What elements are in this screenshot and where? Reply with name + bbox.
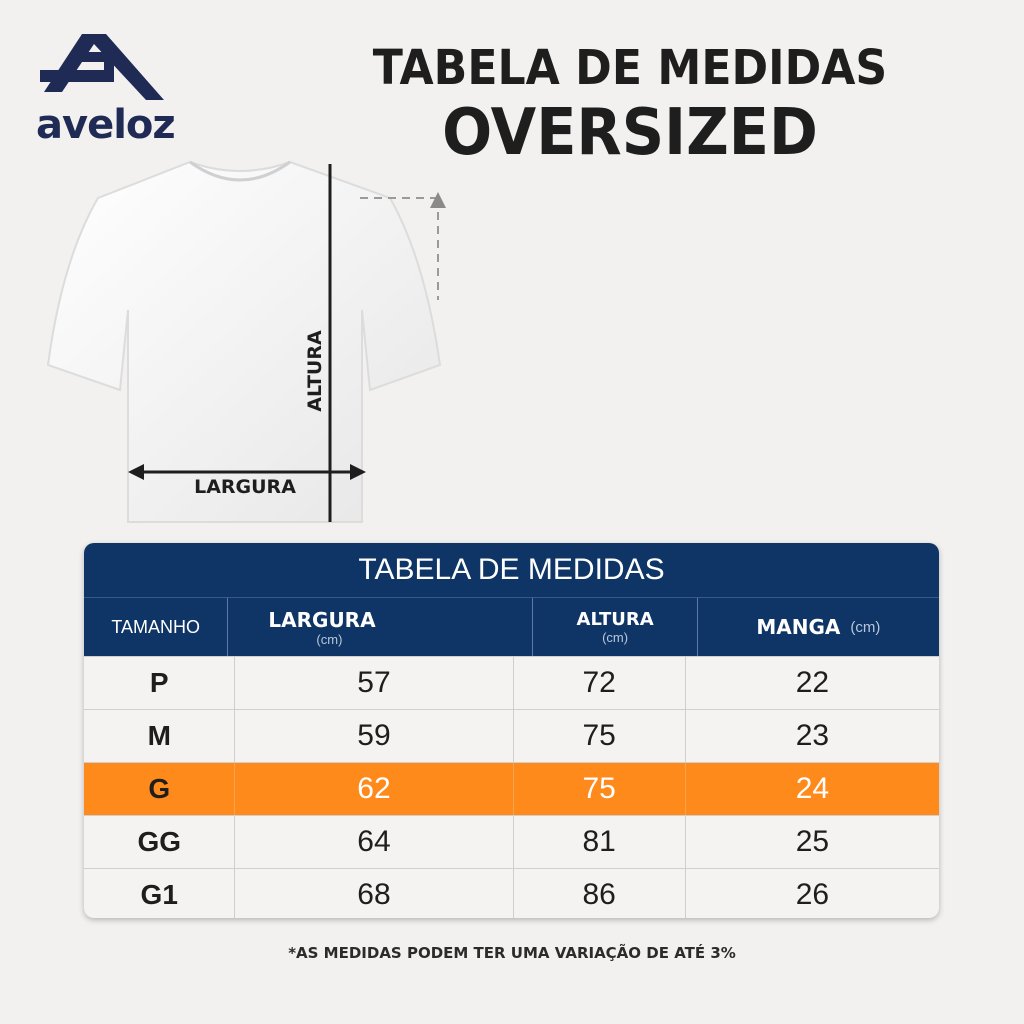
width-label: LARGURA: [194, 476, 296, 498]
cell-sleeve: 22: [795, 666, 830, 699]
cell-height: 75: [514, 763, 686, 815]
height-label: ALTURA: [304, 330, 326, 412]
header-height-label: ALTURA: [576, 609, 654, 630]
cell-height: 75: [514, 710, 686, 762]
header-width: LARGURA (cm): [228, 598, 534, 656]
header-size: TAMANHO: [84, 598, 229, 656]
cell-sleeve: 26: [795, 878, 830, 911]
cell-size: G: [84, 763, 236, 815]
header-sleeve-unit: (cm): [850, 618, 881, 636]
page-title-line1: TABELA DE MEDIDAS: [372, 40, 888, 96]
aveloz-logo-icon: [40, 34, 164, 100]
table-row-highlighted: G 62 75 24: [84, 762, 939, 815]
cell-width: 62: [235, 763, 514, 815]
cell-height: 81: [514, 816, 686, 868]
header-height-unit: (cm): [602, 630, 629, 645]
header-width-unit: (cm): [316, 631, 343, 647]
table-row: GG 64 81 25: [84, 815, 939, 868]
cell-size: G1: [84, 869, 236, 918]
brand-name: aveloz: [36, 102, 176, 148]
table-row: M 59 75 23: [84, 709, 939, 762]
page-title-line2: OVERSIZED: [442, 96, 818, 170]
size-table: TABELA DE MEDIDAS TAMANHO LARGURA (cm) A…: [84, 543, 939, 918]
cell-size: M: [84, 710, 236, 762]
cell-width: 64: [235, 816, 514, 868]
header-sleeve: MANGA (cm): [698, 598, 939, 656]
cell-height: 86: [514, 869, 686, 918]
table-row: G1 68 86 26: [84, 868, 939, 918]
header-sleeve-label: MANGA: [756, 615, 841, 639]
cell-sleeve: 24: [795, 772, 830, 805]
table-header: TAMANHO LARGURA (cm) ALTURA (cm) MANGA (…: [84, 597, 939, 656]
cell-width: 59: [235, 710, 514, 762]
footnote: *AS MEDIDAS PODEM TER UMA VARIAÇÃO DE AT…: [288, 944, 736, 962]
table-row: P 57 72 22: [84, 656, 939, 709]
header-height: ALTURA (cm): [533, 598, 698, 656]
cell-sleeve: 23: [795, 719, 830, 752]
header-size-label: TAMANHO: [111, 616, 201, 637]
cell-width: 57: [235, 657, 514, 709]
cell-size: GG: [84, 816, 236, 868]
cell-size: P: [84, 657, 236, 709]
cell-width: 68: [235, 869, 514, 918]
table-title: TABELA DE MEDIDAS: [84, 543, 939, 597]
header-width-label: LARGURA: [268, 607, 376, 632]
cell-sleeve: 25: [795, 825, 830, 858]
cell-height: 72: [514, 657, 686, 709]
tshirt-icon: [46, 160, 446, 523]
